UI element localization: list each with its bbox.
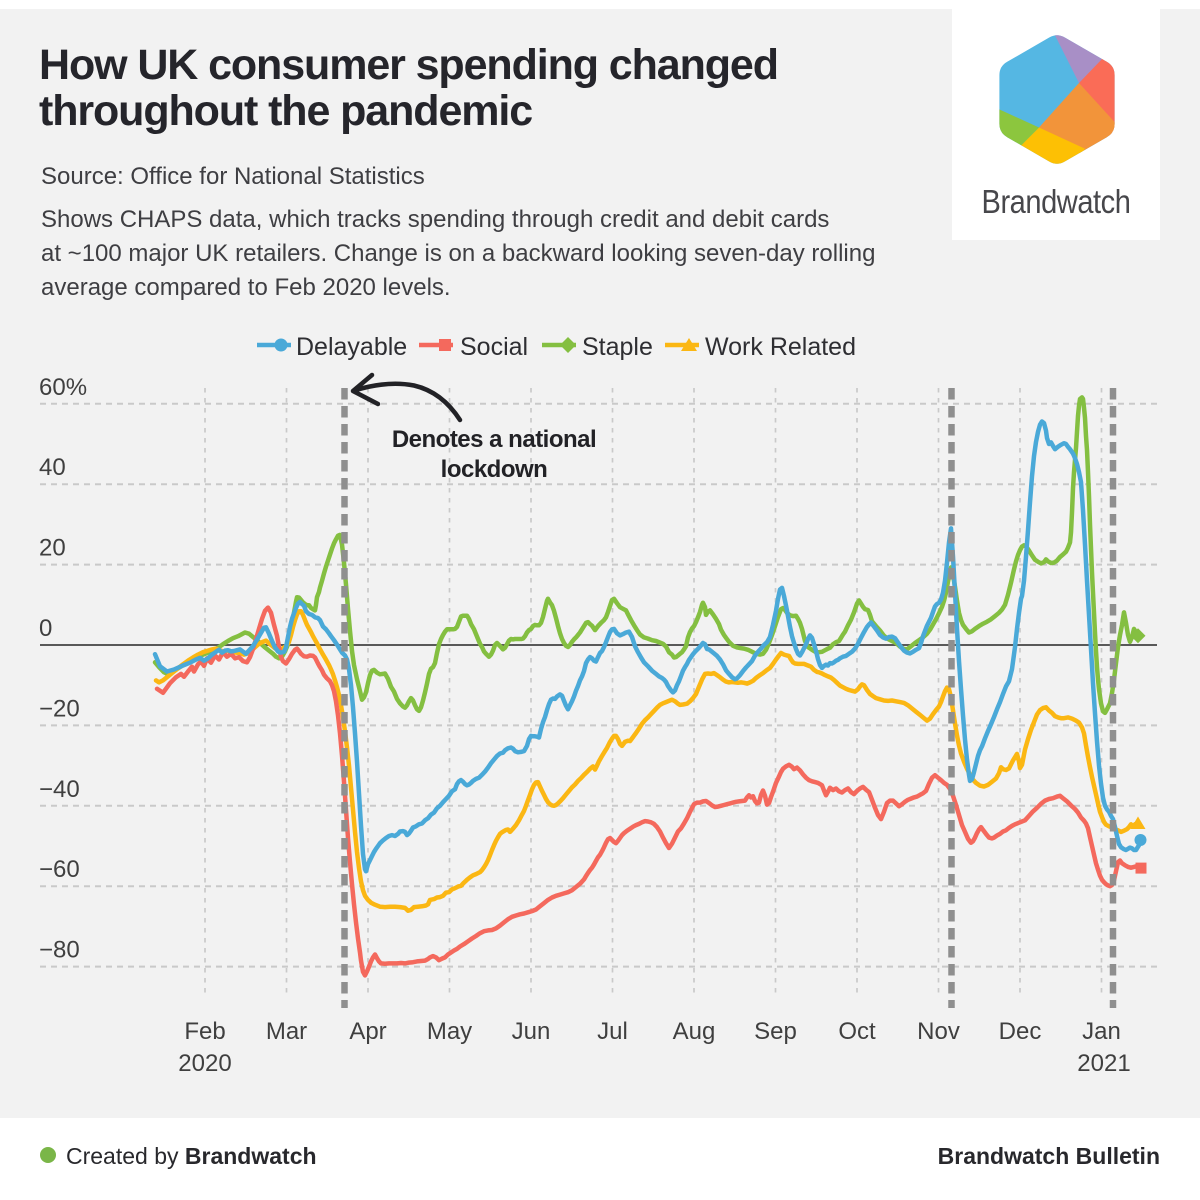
svg-text:Mar: Mar [266, 1018, 307, 1045]
svg-text:−20: −20 [39, 695, 80, 722]
svg-text:Nov: Nov [917, 1018, 960, 1045]
svg-text:2020: 2020 [178, 1050, 231, 1077]
svg-text:Oct: Oct [838, 1018, 876, 1045]
svg-text:Dec: Dec [999, 1018, 1042, 1045]
svg-text:Denotes a national: Denotes a national [392, 426, 596, 453]
svg-text:May: May [427, 1018, 472, 1045]
svg-text:−60: −60 [39, 856, 80, 883]
svg-text:Sep: Sep [754, 1018, 797, 1045]
svg-text:Jun: Jun [512, 1018, 551, 1045]
svg-text:lockdown: lockdown [441, 456, 548, 483]
svg-text:−40: −40 [39, 776, 80, 803]
svg-text:Feb: Feb [184, 1018, 225, 1045]
svg-text:40: 40 [39, 454, 66, 481]
svg-text:Jul: Jul [597, 1018, 628, 1045]
svg-text:Apr: Apr [349, 1018, 386, 1045]
svg-text:Jan: Jan [1082, 1018, 1121, 1045]
svg-text:2021: 2021 [1077, 1050, 1130, 1077]
svg-text:60%: 60% [39, 374, 87, 401]
svg-text:0: 0 [39, 615, 52, 642]
svg-text:Aug: Aug [673, 1018, 716, 1045]
svg-text:20: 20 [39, 535, 66, 562]
svg-text:−80: −80 [39, 937, 80, 964]
